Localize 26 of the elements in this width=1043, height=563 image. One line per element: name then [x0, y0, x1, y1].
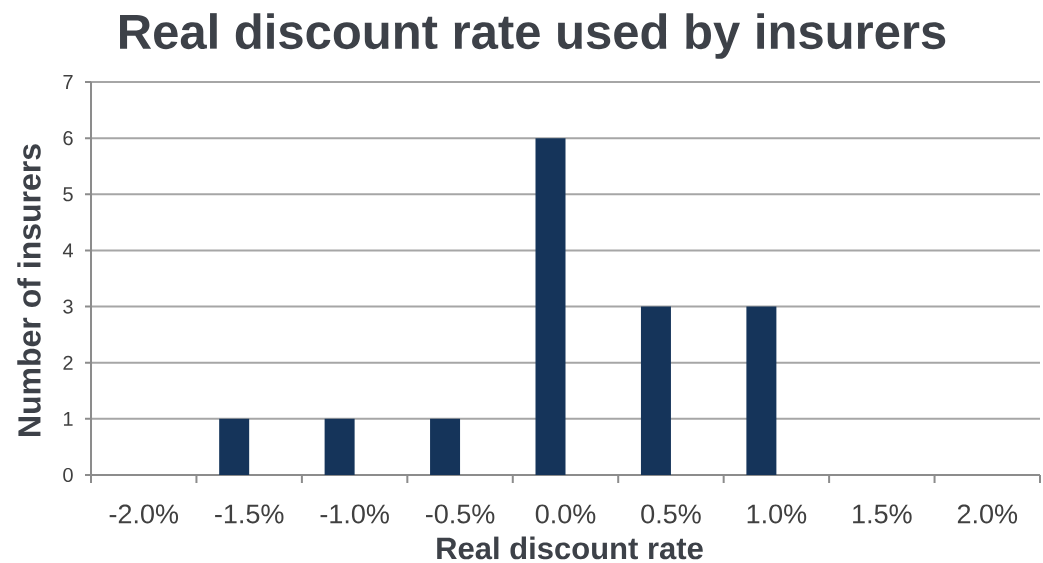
x-axis-title: Real discount rate: [437, 536, 703, 560]
bar: [219, 418, 250, 475]
y-axis-title: Number of insurers: [17, 144, 41, 436]
x-tick-label: 1.0%: [747, 504, 807, 524]
x-tick-label: 0.0%: [535, 504, 596, 524]
x-tick-label: 2.0%: [957, 504, 1018, 524]
y-tick-label: 0: [63, 467, 73, 483]
bar: [430, 418, 461, 475]
x-tick-label: -2.0%: [109, 504, 179, 524]
y-tick-label: 4: [62, 243, 73, 258]
chart-title: Real discount rate used by insurers: [120, 13, 946, 59]
y-tick-label: 5: [63, 187, 73, 202]
y-tick-label: 2: [63, 355, 73, 370]
bar: [535, 138, 566, 475]
y-tick-label: 7: [63, 75, 73, 89]
x-tick-label: -1.0%: [320, 504, 389, 524]
x-tick-label: 0.5%: [641, 504, 701, 524]
bar: [640, 306, 671, 475]
x-tick-label: -1.5%: [215, 504, 284, 524]
y-tick-label: 1: [63, 411, 73, 426]
x-tick-label: -0.5%: [425, 504, 495, 524]
bar: [746, 306, 777, 475]
x-tick-label: 1.5%: [853, 504, 912, 524]
y-tick-label: 6: [63, 131, 73, 146]
y-tick-label: 3: [63, 299, 73, 314]
bar: [324, 418, 355, 475]
